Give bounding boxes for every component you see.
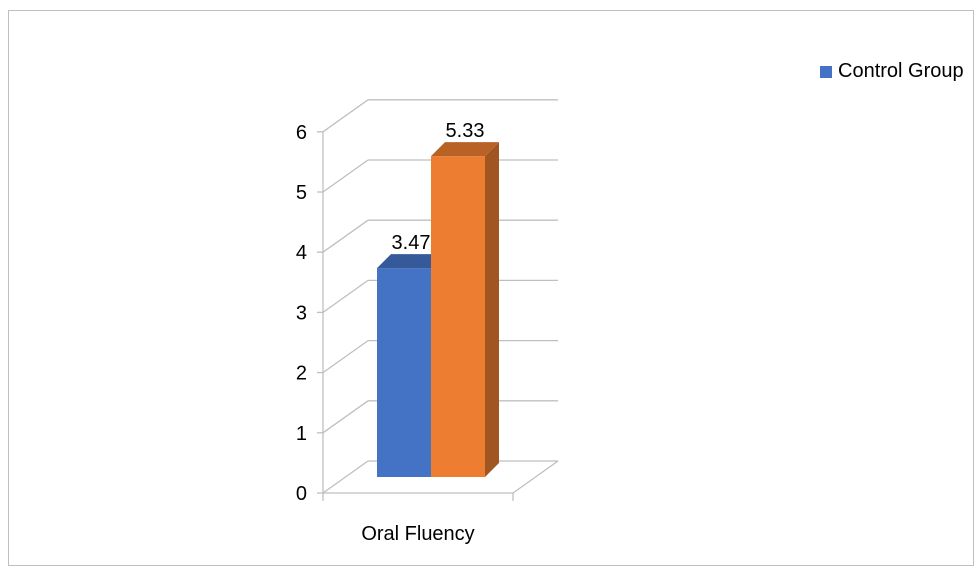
side-wall-line-0 xyxy=(322,460,369,494)
y-tick-label-1: 1 xyxy=(296,423,307,445)
y-tick-label-6: 6 xyxy=(296,122,307,144)
bar-front-1 xyxy=(431,156,485,477)
side-wall-line-6 xyxy=(322,99,369,133)
bar-front-0 xyxy=(377,268,431,477)
x-category-label: Oral Fluency xyxy=(361,523,474,545)
side-wall-line-4 xyxy=(322,219,369,253)
bar-top-0 xyxy=(377,254,445,269)
y-tick-label-3: 3 xyxy=(296,302,307,324)
y-tick-label-5: 5 xyxy=(296,182,307,204)
side-wall-line-2 xyxy=(322,340,369,374)
y-tick-label-0: 0 xyxy=(296,483,307,505)
side-wall-line-3 xyxy=(322,279,369,313)
data-label-1: 5.33 xyxy=(446,120,485,142)
y-tick-label-2: 2 xyxy=(296,363,307,385)
bar-side-1 xyxy=(485,142,499,477)
bar-top-1 xyxy=(431,142,499,157)
y-tick-label-4: 4 xyxy=(296,242,307,264)
side-wall-line-5 xyxy=(322,159,369,193)
data-label-0: 3.47 xyxy=(392,232,431,254)
side-wall-line-1 xyxy=(322,400,369,434)
floor-right-edge xyxy=(512,460,559,494)
